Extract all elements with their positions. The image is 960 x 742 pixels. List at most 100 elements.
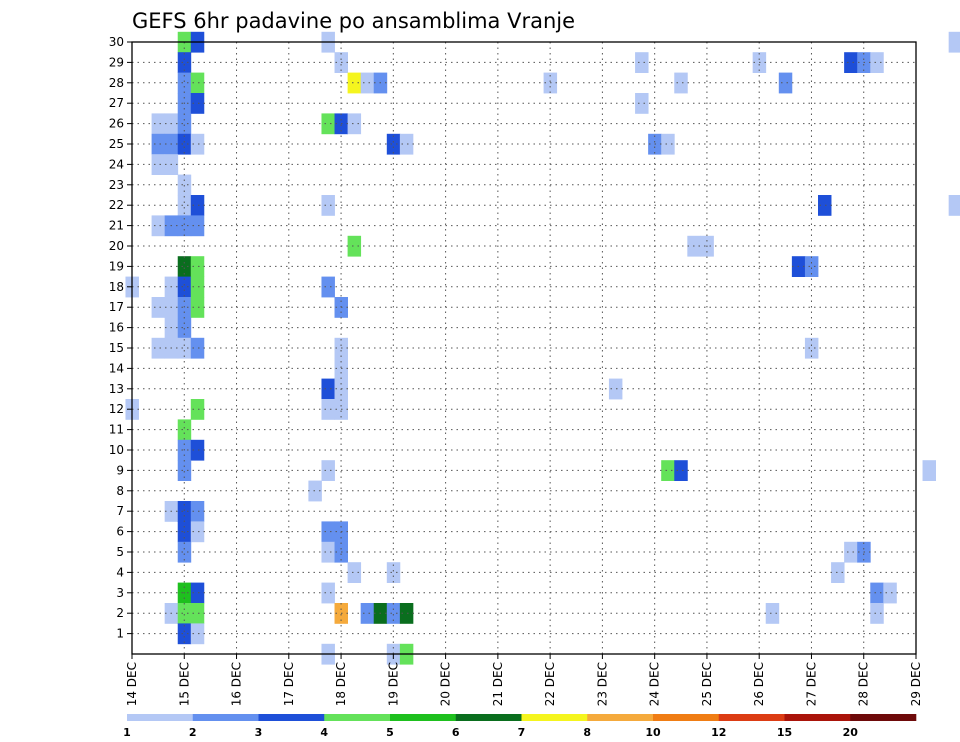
heatmap-cell bbox=[190, 215, 205, 237]
heatmap-cell bbox=[870, 603, 884, 624]
x-tick-label: 19 DEC bbox=[386, 662, 400, 706]
x-tick-label: 21 DEC bbox=[491, 662, 505, 706]
heatmap-cell bbox=[190, 337, 205, 359]
y-tick-label: 19 bbox=[109, 259, 124, 273]
colorbar-swatch bbox=[127, 714, 194, 721]
heatmap-cell bbox=[177, 603, 192, 624]
heatmap-cell bbox=[151, 337, 166, 359]
chart-title: GEFS 6hr padavine po ansamblima Vranje bbox=[132, 9, 575, 33]
x-tick-label: 27 DEC bbox=[804, 662, 818, 706]
heatmap-cell bbox=[321, 113, 335, 135]
heatmap-cell bbox=[177, 460, 192, 481]
heatmap-cell bbox=[347, 235, 362, 257]
heatmap-cell bbox=[308, 480, 322, 502]
heatmap-cell bbox=[177, 623, 192, 645]
heatmap-cell bbox=[177, 276, 192, 298]
heatmap-cell bbox=[321, 521, 335, 543]
heatmap-cell bbox=[399, 603, 414, 624]
heatmap-cell bbox=[883, 582, 897, 604]
heatmap-cell bbox=[190, 276, 205, 298]
y-tick-label: 18 bbox=[109, 280, 124, 294]
heatmap-cell bbox=[360, 603, 375, 624]
y-tick-label: 17 bbox=[109, 300, 124, 314]
x-tick-label: 14 DEC bbox=[125, 662, 139, 706]
x-tick-label: 24 DEC bbox=[648, 662, 662, 706]
heatmap-cell bbox=[177, 215, 192, 237]
colorbar-swatch bbox=[521, 714, 588, 721]
heatmap-cell bbox=[321, 460, 335, 481]
colorbar-tick-label: 12 bbox=[711, 726, 726, 739]
y-tick-label: 5 bbox=[116, 545, 124, 559]
x-tick-label: 29 DEC bbox=[909, 662, 923, 706]
y-tick-label: 10 bbox=[109, 443, 124, 457]
y-tick-label: 8 bbox=[116, 484, 124, 498]
heatmap-cell bbox=[674, 72, 688, 94]
heatmap-cell bbox=[844, 541, 858, 563]
colorbar-swatch bbox=[587, 714, 654, 721]
colorbar-swatch bbox=[324, 714, 391, 721]
y-tick-label: 28 bbox=[109, 76, 124, 90]
heatmap-cell bbox=[190, 195, 205, 216]
heatmap-cell bbox=[177, 419, 192, 441]
heatmap-cell bbox=[321, 276, 335, 298]
y-tick-label: 11 bbox=[109, 423, 124, 437]
heatmap-cell bbox=[386, 603, 401, 624]
y-axis-ticks: 1234567891011121314151617181920212223242… bbox=[109, 35, 132, 641]
heatmap-cell bbox=[948, 195, 960, 216]
heatmap-cell bbox=[347, 72, 362, 94]
heatmap-cell bbox=[831, 562, 845, 583]
colorbar-tick-label: 8 bbox=[583, 726, 591, 739]
y-tick-label: 9 bbox=[116, 463, 124, 477]
y-tick-label: 29 bbox=[109, 55, 124, 69]
heatmap-cell bbox=[190, 582, 205, 604]
colorbar-tick-label: 6 bbox=[452, 726, 460, 739]
x-tick-label: 22 DEC bbox=[543, 662, 557, 706]
heatmap-cell bbox=[190, 501, 205, 522]
y-tick-label: 21 bbox=[109, 219, 124, 233]
heatmap-cell bbox=[635, 52, 649, 73]
heatmap-cell bbox=[321, 582, 335, 604]
colorbar-swatch bbox=[850, 714, 917, 721]
heatmap-cell bbox=[674, 460, 688, 481]
heatmap-cell bbox=[347, 113, 362, 135]
y-tick-label: 7 bbox=[116, 504, 124, 518]
heatmap-cell bbox=[635, 93, 649, 114]
heatmap-cell bbox=[177, 195, 192, 216]
heatmap-cell bbox=[177, 256, 192, 277]
colorbar-swatch bbox=[192, 714, 259, 721]
y-tick-label: 2 bbox=[116, 606, 124, 620]
heatmap-cell bbox=[177, 113, 192, 135]
heatmap-cell bbox=[804, 256, 819, 277]
heatmap-cell bbox=[190, 256, 205, 277]
y-tick-label: 16 bbox=[109, 321, 124, 335]
heatmap-cell bbox=[386, 133, 401, 155]
x-axis-ticks: 14 DEC 15 DEC 16 DEC 17 DEC 18 DEC 19 DEC 20 D… bbox=[125, 654, 923, 706]
heatmap-cell bbox=[177, 52, 192, 73]
colorbar-swatch bbox=[784, 714, 851, 721]
y-tick-label: 30 bbox=[109, 35, 124, 49]
heatmap-cell bbox=[177, 501, 192, 522]
colorbar: 1 2 3 4 5 6 7 8 10 12 15 20 bbox=[123, 714, 917, 739]
colorbar-tick-label: 10 bbox=[645, 726, 661, 739]
heatmap-cell bbox=[870, 52, 884, 73]
x-tick-label: 25 DEC bbox=[700, 662, 714, 706]
heatmap-cell bbox=[386, 562, 401, 583]
x-tick-label: 20 DEC bbox=[439, 662, 453, 706]
colorbar-tick-label: 15 bbox=[777, 726, 792, 739]
heatmap-cell bbox=[190, 297, 205, 318]
heatmap-cell bbox=[870, 582, 884, 604]
y-tick-label: 14 bbox=[109, 361, 124, 375]
heatmap-cell bbox=[765, 603, 780, 624]
y-tick-label: 24 bbox=[109, 157, 124, 171]
y-tick-label: 22 bbox=[109, 198, 124, 212]
heatmap-cell bbox=[151, 154, 166, 175]
colorbar-tick-label: 20 bbox=[843, 726, 859, 739]
heatmap-cell bbox=[948, 31, 960, 53]
y-tick-label: 26 bbox=[109, 117, 124, 131]
colorbar-tick-label: 1 bbox=[123, 726, 131, 739]
colorbar-tick-label: 4 bbox=[320, 726, 328, 739]
y-tick-label: 1 bbox=[116, 627, 124, 641]
heatmap-cell bbox=[190, 72, 205, 94]
heatmap-cell bbox=[151, 133, 166, 155]
heatmap-cell bbox=[190, 133, 205, 155]
